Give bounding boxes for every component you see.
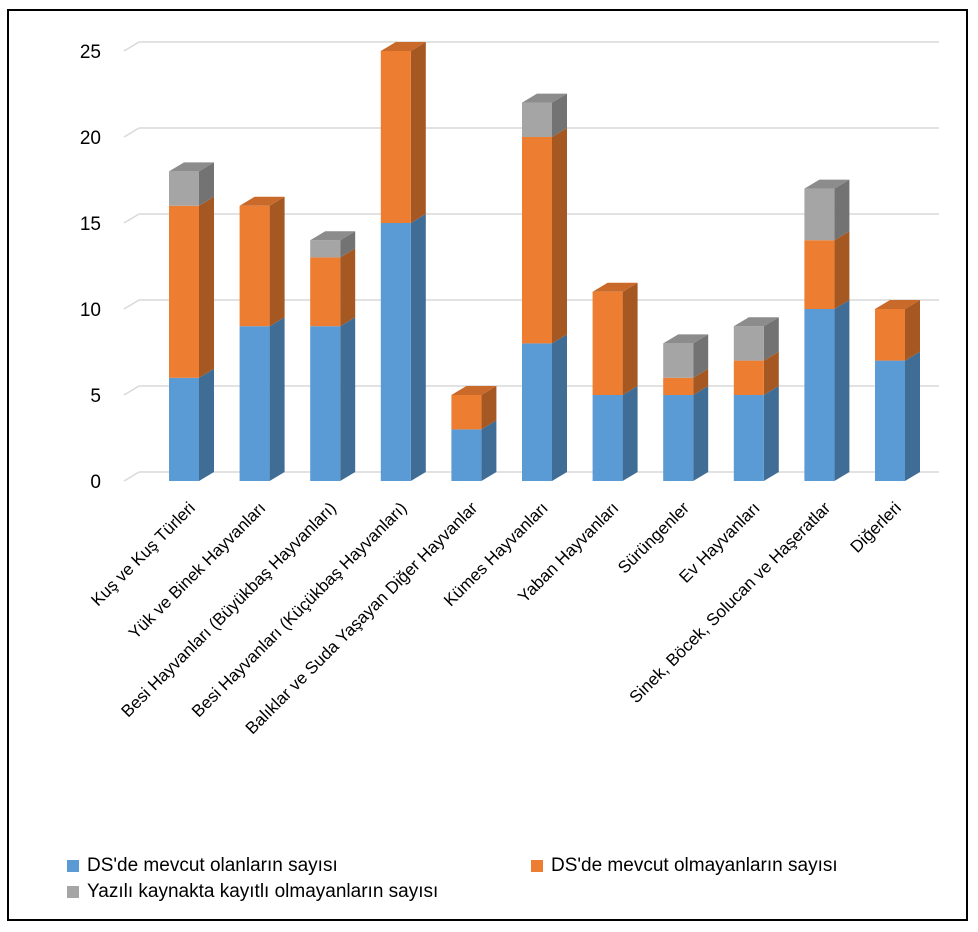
bar-3-1 <box>169 171 199 206</box>
bar-2-5 <box>451 395 482 430</box>
x-tick-label: Diğerleri <box>847 498 905 556</box>
bar-1-5 <box>451 429 482 481</box>
y-tick-label: 5 <box>90 386 101 407</box>
bar-top-9 <box>733 317 779 327</box>
gridline-side <box>123 41 140 52</box>
gridline-side <box>123 127 140 138</box>
bar-top-7 <box>592 282 638 292</box>
bar-2-2-side <box>269 196 285 327</box>
bar-2-1 <box>169 205 199 378</box>
bar-1-7-side <box>622 386 638 481</box>
bar-1-2-side <box>269 317 285 481</box>
y-tick-label: 20 <box>80 128 101 149</box>
bar-1-3-side <box>340 317 356 481</box>
gridline-side <box>123 299 140 310</box>
bar-1-11 <box>875 360 905 481</box>
bar-1-4 <box>380 223 411 481</box>
bar-top-11 <box>875 300 920 309</box>
gridline-side <box>123 385 140 396</box>
chart-frame: 0 5 10 15 20 25 Kuş ve Kuş Türleri Yük ve Binek… <box>7 9 968 921</box>
bar-1-7 <box>592 395 623 481</box>
gridline-side <box>123 471 140 482</box>
bar-1-10-side <box>834 300 850 481</box>
bar-3-9-side <box>763 317 779 361</box>
bar-top-1 <box>169 162 214 172</box>
bar-top-5 <box>451 386 497 395</box>
bar-2-7-side <box>622 282 638 395</box>
bar-top-3 <box>310 231 356 241</box>
bar-3-6-side <box>552 93 567 137</box>
legend-swatch-series-1 <box>67 860 79 872</box>
y-tick-label: 15 <box>80 214 101 235</box>
bar-3-10-side <box>834 179 850 241</box>
bar-2-3-side <box>340 248 356 327</box>
bar-1-6 <box>522 343 552 481</box>
bar-top-6 <box>522 93 567 103</box>
bar-3-1-side <box>199 162 214 206</box>
x-tick-label: Yük ve Binek Hayvanları <box>125 498 269 642</box>
bar-2-6 <box>522 137 552 344</box>
bar-1-2 <box>239 326 270 481</box>
bar-top-2 <box>239 196 285 206</box>
legend-label-series-3: Yazılı kaynakta kayıtlı olmayanların say… <box>87 881 439 902</box>
bar-2-4-side <box>410 42 426 223</box>
bar-2-2 <box>239 205 270 327</box>
legend-item-series-1: DS'de mevcut olanların sayısı <box>67 855 338 877</box>
bar-2-9 <box>733 360 764 395</box>
bar-3-6 <box>522 102 552 137</box>
bar-1-5-side <box>481 420 497 481</box>
legend-item-series-3: Yazılı kaynakta kayıtlı olmayanların say… <box>67 881 438 903</box>
bar-1-6-side <box>552 334 567 481</box>
bar-3-8 <box>663 343 694 378</box>
bar-top-10 <box>804 179 850 189</box>
bar-3-3-side <box>340 231 356 258</box>
bar-1-9-side <box>763 386 779 481</box>
bar-2-10-side <box>834 231 850 309</box>
bar-2-11-side <box>905 300 920 361</box>
bar-1-8-side <box>693 386 709 481</box>
bar-3-8-side <box>693 334 709 378</box>
bar-3-10 <box>804 188 835 241</box>
gridline-side <box>123 213 140 224</box>
bar-1-11-side <box>905 351 920 481</box>
bar-3-9 <box>733 326 764 361</box>
bar-2-10 <box>804 240 835 309</box>
bar-2-5-side <box>481 386 497 430</box>
bar-1-9 <box>733 395 764 481</box>
bar-1-4-side <box>410 214 426 481</box>
bar-2-3 <box>310 257 341 327</box>
bar-2-8 <box>663 377 694 395</box>
bar-top-4 <box>380 42 426 51</box>
bar-1-1-side <box>199 368 214 481</box>
legend-swatch-series-2 <box>531 860 543 872</box>
y-tick-label: 25 <box>80 42 101 63</box>
bar-2-11 <box>875 309 905 361</box>
bar-2-7 <box>592 291 623 395</box>
y-tick-label: 10 <box>80 300 101 321</box>
bar-3-3 <box>310 240 341 258</box>
bar-1-3 <box>310 326 341 481</box>
bar-2-1-side <box>199 196 214 378</box>
bar-2-4 <box>380 51 411 223</box>
legend-item-series-2: DS'de mevcut olmayanların sayısı <box>531 855 838 877</box>
y-tick-label: 0 <box>90 472 101 493</box>
bar-1-1 <box>169 377 199 481</box>
x-tick-label: Sürüngenler <box>614 498 693 577</box>
bar-2-8-side <box>693 368 709 395</box>
bar-2-9-side <box>763 351 779 395</box>
legend-label-series-1: DS'de mevcut olanların sayısı <box>87 855 338 876</box>
legend-swatch-series-3 <box>67 886 79 898</box>
bar-2-6-side <box>552 128 567 344</box>
bar-1-8 <box>663 395 694 481</box>
legend-label-series-2: DS'de mevcut olmayanların sayısı <box>551 855 838 876</box>
bar-top-8 <box>663 334 709 344</box>
bar-1-10 <box>804 309 835 481</box>
